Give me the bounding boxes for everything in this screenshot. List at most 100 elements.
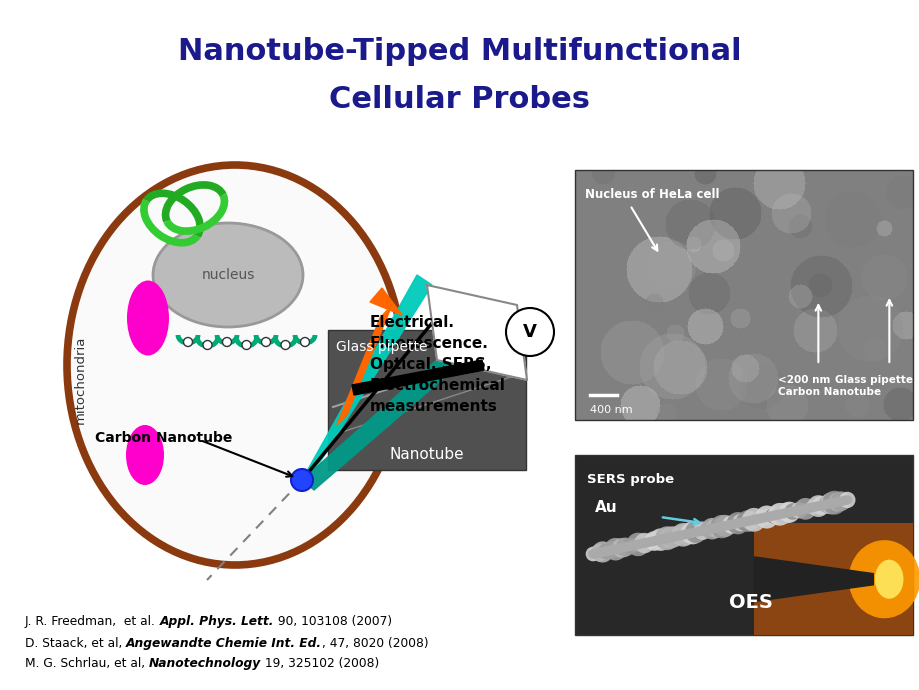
Circle shape bbox=[602, 544, 615, 557]
Circle shape bbox=[734, 513, 753, 531]
Text: Glass pipette: Glass pipette bbox=[834, 375, 913, 385]
Circle shape bbox=[736, 511, 757, 532]
Circle shape bbox=[633, 533, 654, 553]
Circle shape bbox=[280, 340, 289, 350]
Ellipse shape bbox=[127, 281, 169, 355]
Circle shape bbox=[657, 533, 669, 545]
Circle shape bbox=[794, 498, 815, 520]
Circle shape bbox=[643, 531, 664, 551]
Bar bbox=[574, 170, 912, 420]
Circle shape bbox=[673, 529, 686, 542]
Circle shape bbox=[505, 308, 553, 356]
Circle shape bbox=[732, 513, 749, 531]
Bar bbox=[754, 524, 912, 635]
Circle shape bbox=[720, 519, 734, 532]
Circle shape bbox=[837, 495, 849, 507]
Circle shape bbox=[811, 496, 830, 515]
Circle shape bbox=[709, 515, 732, 538]
Circle shape bbox=[713, 515, 735, 537]
Circle shape bbox=[671, 523, 694, 546]
Text: SERS probe: SERS probe bbox=[586, 473, 674, 486]
Circle shape bbox=[690, 523, 707, 540]
Text: Nanotube-Tipped Multifunctional: Nanotube-Tipped Multifunctional bbox=[178, 37, 741, 66]
Bar bbox=[328, 330, 526, 470]
Circle shape bbox=[615, 538, 634, 557]
Circle shape bbox=[795, 503, 808, 516]
Circle shape bbox=[801, 502, 814, 515]
Circle shape bbox=[820, 493, 841, 514]
Circle shape bbox=[609, 540, 627, 557]
Circle shape bbox=[775, 503, 796, 523]
Circle shape bbox=[790, 502, 806, 518]
Text: 90, 103108 (2007): 90, 103108 (2007) bbox=[274, 615, 391, 629]
Circle shape bbox=[807, 495, 828, 517]
Circle shape bbox=[830, 491, 850, 511]
Circle shape bbox=[751, 510, 768, 527]
Text: <200 nm
Carbon Nanotube: <200 nm Carbon Nanotube bbox=[777, 375, 880, 397]
Circle shape bbox=[804, 501, 818, 514]
Text: Electrical.
Fluorescence.
Optical, SERS,
Electrochemical
measurements: Electrical. Fluorescence. Optical, SERS,… bbox=[369, 315, 505, 414]
Circle shape bbox=[766, 506, 785, 524]
Polygon shape bbox=[301, 275, 432, 480]
Circle shape bbox=[301, 337, 309, 346]
Circle shape bbox=[654, 526, 678, 550]
Text: Glass pipette: Glass pipette bbox=[335, 340, 427, 354]
Circle shape bbox=[590, 544, 607, 562]
Polygon shape bbox=[369, 288, 402, 315]
Circle shape bbox=[588, 546, 603, 560]
Circle shape bbox=[709, 518, 727, 537]
Circle shape bbox=[659, 526, 680, 549]
Text: OES: OES bbox=[728, 593, 772, 612]
Text: Au: Au bbox=[595, 500, 617, 515]
Circle shape bbox=[585, 546, 600, 562]
Circle shape bbox=[634, 538, 647, 550]
Circle shape bbox=[290, 469, 312, 491]
Text: 19, 325102 (2008): 19, 325102 (2008) bbox=[261, 658, 380, 671]
Circle shape bbox=[741, 511, 759, 530]
Ellipse shape bbox=[874, 560, 902, 599]
Text: V: V bbox=[523, 323, 537, 341]
Circle shape bbox=[662, 526, 684, 548]
Circle shape bbox=[680, 521, 704, 544]
Circle shape bbox=[771, 503, 793, 524]
Ellipse shape bbox=[847, 540, 919, 618]
Bar bbox=[574, 455, 912, 635]
Circle shape bbox=[597, 544, 613, 559]
Circle shape bbox=[700, 518, 722, 540]
Circle shape bbox=[603, 541, 620, 558]
Circle shape bbox=[807, 500, 822, 514]
Circle shape bbox=[818, 495, 836, 513]
Polygon shape bbox=[336, 305, 391, 425]
Circle shape bbox=[675, 523, 697, 545]
Text: D. Staack, et al,: D. Staack, et al, bbox=[25, 636, 126, 649]
Circle shape bbox=[626, 533, 649, 556]
Polygon shape bbox=[301, 342, 467, 490]
Circle shape bbox=[644, 535, 656, 548]
Text: Nanotube: Nanotube bbox=[390, 447, 464, 462]
Circle shape bbox=[767, 503, 790, 526]
Circle shape bbox=[754, 506, 777, 529]
Text: M. G. Schrlau, et al,: M. G. Schrlau, et al, bbox=[25, 658, 149, 671]
Circle shape bbox=[742, 508, 765, 532]
Circle shape bbox=[698, 524, 711, 536]
Circle shape bbox=[700, 521, 716, 538]
Text: Carbon Nanotube: Carbon Nanotube bbox=[95, 431, 233, 445]
Circle shape bbox=[765, 508, 780, 524]
Circle shape bbox=[754, 510, 771, 526]
Circle shape bbox=[761, 508, 777, 525]
Polygon shape bbox=[754, 557, 872, 602]
Ellipse shape bbox=[126, 425, 164, 485]
Circle shape bbox=[649, 529, 671, 551]
Circle shape bbox=[620, 539, 635, 554]
Circle shape bbox=[679, 524, 698, 543]
Circle shape bbox=[838, 492, 855, 508]
Text: Nanotechnology: Nanotechnology bbox=[149, 658, 261, 671]
Text: Angewandte Chemie Int. Ed.: Angewandte Chemie Int. Ed. bbox=[126, 636, 322, 649]
Circle shape bbox=[627, 538, 641, 552]
Ellipse shape bbox=[67, 165, 403, 565]
Circle shape bbox=[685, 521, 706, 543]
Circle shape bbox=[670, 530, 682, 542]
Text: J. R. Freedman,  et al.: J. R. Freedman, et al. bbox=[25, 615, 160, 629]
Circle shape bbox=[604, 538, 626, 560]
Circle shape bbox=[692, 522, 711, 540]
